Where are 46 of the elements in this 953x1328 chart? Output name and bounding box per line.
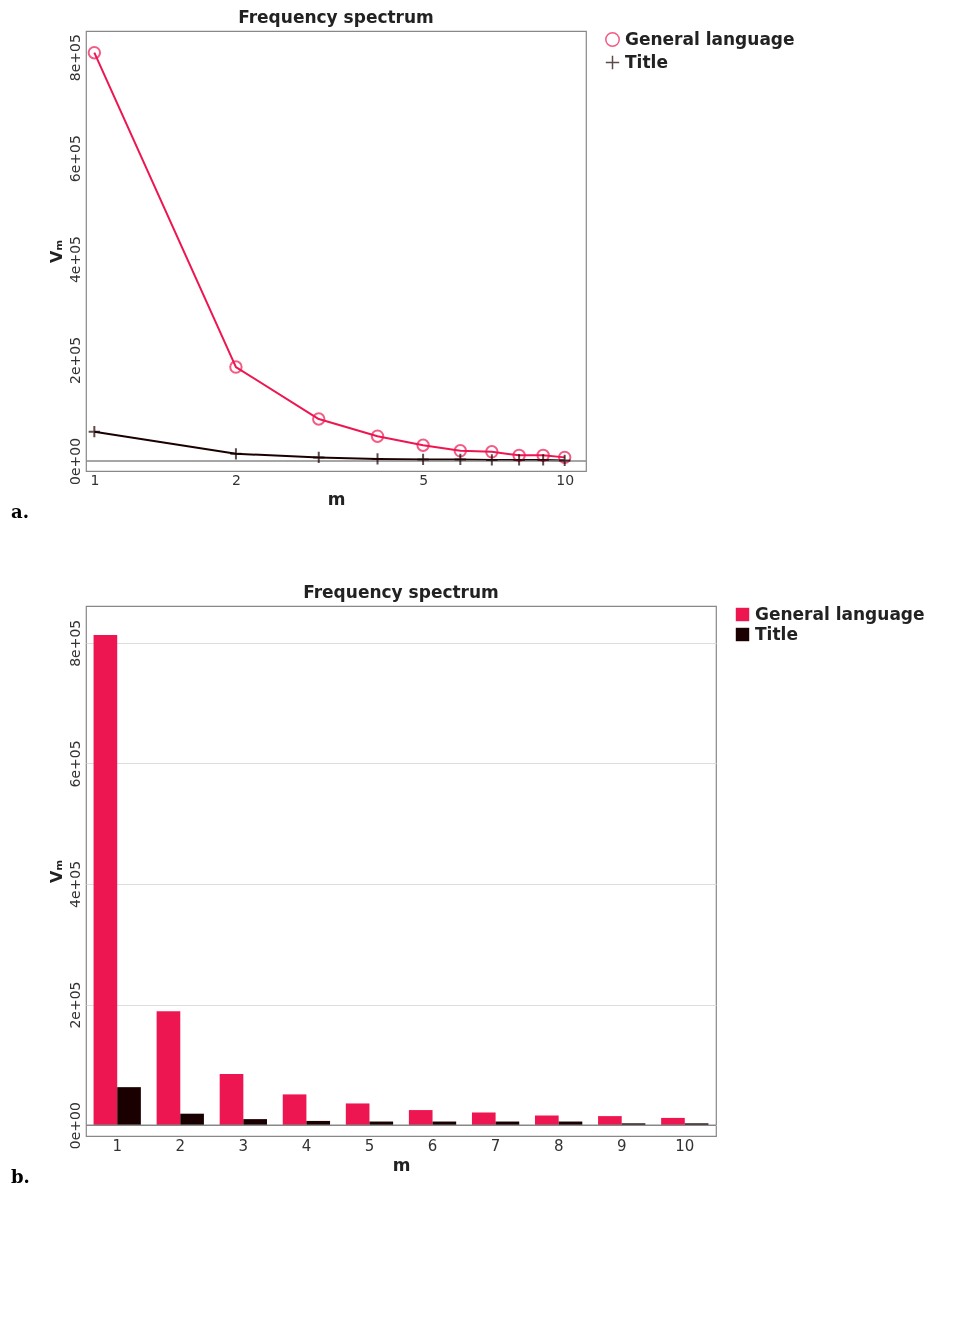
y-tick-label: 8e+05 — [66, 34, 83, 82]
x-tick-label: 4 — [301, 1136, 312, 1155]
bar — [117, 1087, 141, 1126]
legend-label: Title — [755, 623, 798, 644]
x-tick-label: 10 — [556, 471, 575, 488]
y-axis-title: Vₘ — [46, 860, 66, 883]
y-tick-label: 8e+05 — [66, 619, 83, 667]
bar — [471, 1112, 496, 1126]
x-tick-label: 9 — [616, 1136, 627, 1155]
x-tick-label: 5 — [419, 471, 429, 488]
x-tick-label: 2 — [175, 1136, 186, 1155]
bar — [156, 1011, 181, 1126]
x-tick-label: 5 — [364, 1136, 375, 1155]
y-tick-label: 2e+05 — [66, 336, 83, 385]
text: b. — [11, 1166, 30, 1187]
chart-title: Frequency spectrum — [238, 7, 434, 27]
x-tick-label: 10 — [675, 1136, 695, 1155]
x-axis-title: m — [392, 1154, 411, 1175]
y-tick-label: 6e+05 — [66, 740, 83, 788]
bar — [535, 1115, 559, 1126]
legend-label: Title — [625, 51, 668, 72]
x-tick-label: 6 — [427, 1136, 438, 1155]
x-tick-label: 1 — [112, 1136, 122, 1155]
y-tick-label: 4e+05 — [66, 860, 83, 908]
x-tick-label: 3 — [238, 1136, 249, 1155]
x-tick-label: 7 — [490, 1136, 501, 1155]
bar — [282, 1094, 307, 1126]
x-tick-label: 2 — [231, 471, 241, 488]
bar — [345, 1103, 370, 1126]
x-axis-title: m — [327, 488, 346, 509]
bar — [219, 1073, 244, 1126]
x-tick-label: 1 — [90, 471, 100, 488]
y-tick-label: 0e+00 — [66, 1102, 83, 1150]
chart-title: Frequency spectrum — [303, 582, 499, 602]
bar — [598, 1116, 622, 1126]
bar — [408, 1110, 433, 1126]
y-tick-label: 2e+05 — [66, 981, 83, 1029]
text: a. — [11, 501, 29, 522]
y-tick-label: 4e+05 — [66, 236, 83, 284]
bar — [93, 634, 118, 1126]
y-tick-label: 6e+05 — [66, 135, 83, 183]
y-tick-label: 0e+00 — [66, 437, 83, 485]
legend-label: General language — [755, 603, 925, 624]
y-axis-title: Vₘ — [46, 240, 66, 263]
x-tick-label: 8 — [553, 1136, 564, 1155]
legend-label: General language — [625, 28, 795, 49]
